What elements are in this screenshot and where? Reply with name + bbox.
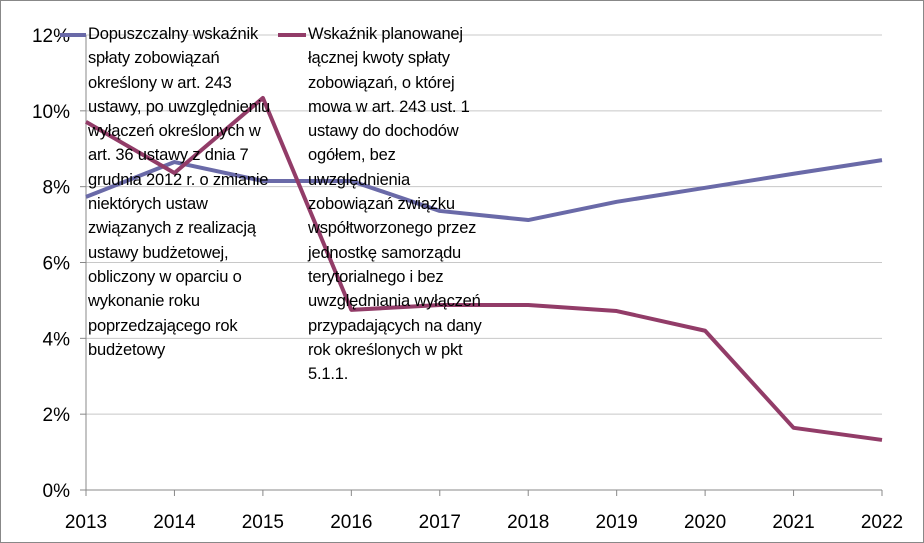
series-line	[85, 158, 883, 223]
y-tick-label: 10%	[32, 102, 70, 123]
x-tick-label: 2015	[242, 512, 284, 533]
legend-label: Dopuszczalny wskaźnik spłaty zobowiązań …	[88, 25, 271, 359]
x-tick-label: 2020	[684, 512, 726, 533]
x-tick-label: 2018	[507, 512, 549, 533]
y-tick-label: 4%	[43, 329, 71, 350]
y-tick-label: 8%	[43, 178, 71, 199]
x-tick-label: 2013	[65, 512, 107, 533]
legend-label: Wskaźnik planowanej łącznej kwoty spłaty…	[308, 25, 482, 384]
x-tick-label: 2017	[419, 512, 461, 533]
x-tick-label: 2014	[153, 512, 196, 533]
x-tick-label: 2022	[861, 512, 903, 533]
x-tick-label: 2016	[330, 512, 372, 533]
y-tick-label: 2%	[43, 405, 71, 426]
series-line	[84, 95, 883, 442]
y-tick-label: 6%	[43, 254, 71, 275]
x-tick-label: 2021	[772, 512, 814, 533]
y-tick-label: 12%	[32, 26, 70, 47]
x-tick-label: 2019	[596, 512, 638, 533]
y-tick-label: 0%	[43, 481, 71, 502]
